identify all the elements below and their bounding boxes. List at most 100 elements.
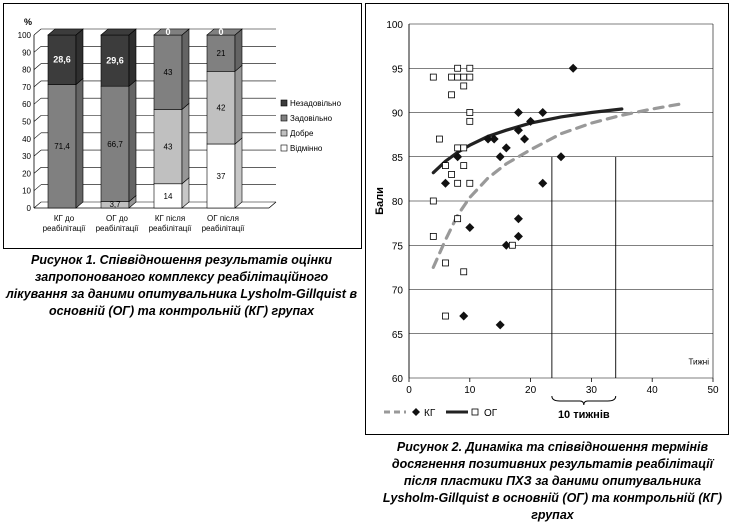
bar-segment-side (234, 64, 243, 145)
data-label: 28,6 (53, 55, 71, 65)
y-axis-label: Бали (374, 187, 386, 215)
legend-swatch (280, 99, 288, 107)
x-tick-label: КГ після (155, 214, 185, 223)
bar-top (153, 28, 190, 36)
y-tick-label: 60 (22, 100, 31, 109)
x-tick-label: 10 (464, 385, 476, 396)
bar-top (206, 28, 243, 36)
bar-segment (206, 71, 236, 145)
data-point-og (466, 179, 474, 187)
bar-segment (47, 34, 77, 85)
data-label: 43 (164, 68, 173, 77)
x-tick-label: ОГ до (106, 214, 128, 223)
x-tick-label: ОГ після (207, 214, 239, 223)
legend-label: КГ (424, 408, 436, 419)
data-point-kg (520, 134, 530, 144)
x-axis-label: Тижні (688, 358, 709, 367)
trendline (431, 107, 624, 175)
x-tick-label: 40 (647, 385, 659, 396)
y-axis-label: % (24, 17, 32, 27)
data-label: 66,7 (107, 140, 123, 149)
scatter-chart: 60 65 70 75 80 85 90 95 100 0 10 20 30 40 50 Тижні Бали К… (374, 20, 719, 421)
grid-line-depth (33, 46, 42, 53)
grid-line-depth (33, 28, 42, 36)
data-point-og (429, 73, 437, 81)
bar-segment-side (234, 137, 243, 209)
data-point-og (442, 162, 449, 170)
bar-segment-side (181, 28, 190, 111)
bar-segment (153, 109, 183, 185)
y-tick-label: 60 (392, 374, 404, 385)
data-point-kg (513, 108, 523, 117)
bar-segment (100, 85, 130, 202)
y-tick-label: 90 (392, 109, 404, 120)
y-tick-label: 20 (22, 169, 31, 178)
bar-segment (153, 183, 183, 209)
data-point-kg (513, 125, 523, 135)
data-label: 21 (217, 49, 226, 58)
figure2-caption: Рисунок 2. Динаміка та співвідношення те… (382, 440, 723, 522)
x-tick-label: 20 (525, 385, 537, 396)
data-point-og (454, 73, 462, 81)
data-label: 14 (164, 192, 173, 201)
data-point-og (429, 197, 437, 205)
data-point-og (442, 259, 449, 267)
y-tick-label: 90 (22, 48, 31, 57)
legend-label: ОГ (484, 408, 498, 419)
legend-label: Відмінно (290, 144, 323, 153)
y-tick-label: 80 (22, 66, 31, 75)
data-point-og (508, 241, 516, 249)
x-tick-label: реабілітації (96, 224, 140, 233)
bar-segment-side (75, 28, 84, 86)
data-point-og (454, 144, 462, 152)
x-tick-label: КГ до (54, 214, 75, 223)
data-label: 37 (217, 172, 226, 181)
grid-line-depth (33, 184, 42, 191)
data-point-kg (568, 63, 578, 73)
data-point-kg (538, 108, 548, 117)
data-point-og (460, 162, 468, 170)
data-label: 3,7 (109, 200, 121, 209)
figure1-panel: 0 10 20 30 40 50 60 70 80 90 100% 71,4 28,6 КГ до реаб… (3, 3, 362, 249)
data-point-og (466, 117, 474, 125)
grid-line-depth (33, 115, 42, 122)
y-tick-label: 50 (22, 118, 31, 127)
x-tick-label: реабілітації (202, 224, 246, 233)
data-point-og (448, 171, 455, 178)
grid-line-depth (33, 149, 42, 157)
y-tick-label: 0 (27, 204, 32, 213)
data-point-kg (501, 143, 511, 153)
data-label: 42 (217, 104, 226, 113)
y-tick-label: 85 (392, 153, 404, 164)
legend-swatch (280, 129, 288, 137)
data-point-kg (538, 178, 548, 188)
data-point-og (460, 73, 468, 81)
annotation-brace (551, 395, 617, 406)
data-point-og (466, 73, 474, 81)
legend-marker-kg (412, 408, 420, 416)
bar-segment-side (75, 77, 84, 209)
grid-line-depth (33, 80, 42, 88)
data-point-kg (489, 134, 499, 144)
grid-line-depth (33, 132, 42, 140)
data-point-kg (495, 152, 505, 162)
data-point-og (466, 109, 474, 116)
data-label: 0 (165, 27, 170, 37)
data-point-kg (453, 152, 463, 162)
bar-segment-side (128, 79, 137, 203)
y-tick-label: 70 (392, 286, 404, 297)
data-point-og (454, 64, 462, 72)
data-point-og (460, 268, 468, 276)
bar-top (100, 28, 137, 36)
y-tick-label: 65 (392, 330, 404, 341)
data-point-kg (513, 214, 523, 224)
data-point-kg (513, 231, 523, 241)
data-point-og (460, 82, 468, 90)
data-point-kg (459, 311, 469, 321)
x-tick-label: 50 (707, 385, 719, 396)
data-point-og (442, 312, 449, 320)
data-point-kg (501, 240, 511, 250)
data-point-og (436, 135, 443, 143)
bar-segment (206, 143, 236, 209)
